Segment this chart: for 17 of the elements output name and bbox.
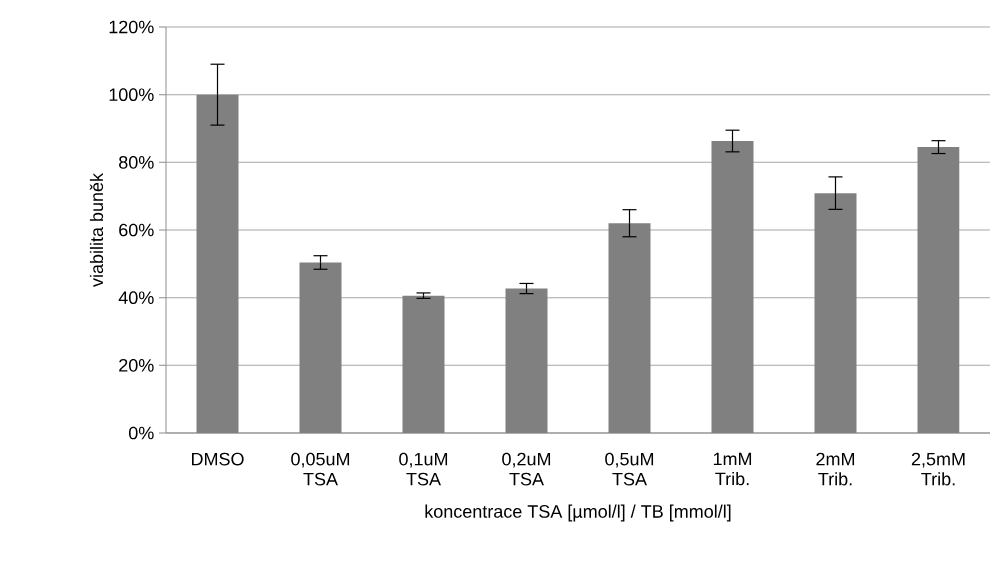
- x-tick-label: 1mM Trib.: [713, 452, 752, 486]
- x-tick-label: 0,2uM TSA: [502, 452, 551, 486]
- y-tick-label: 0%: [128, 426, 154, 440]
- y-tick-label: 120%: [109, 20, 154, 34]
- y-tick-label: 20%: [119, 358, 154, 372]
- x-axis-title: koncentrace TSA [µmol/l] / TB [mmol/l]: [425, 504, 731, 522]
- y-tick-label: 60%: [119, 223, 154, 237]
- y-tick-label: 100%: [109, 88, 154, 102]
- x-tick-label: 0,1uM TSA: [399, 452, 448, 486]
- x-tick-label: 0,5uM TSA: [605, 452, 654, 486]
- x-tick-label: 2mM Trib.: [816, 452, 855, 486]
- y-tick-label: 80%: [119, 155, 154, 169]
- x-tick-label: 2,5mM Trib.: [911, 452, 965, 486]
- y-tick-label: 40%: [118, 291, 154, 305]
- x-tick-label: 0,05uM TSA: [291, 452, 350, 486]
- x-tick-label: DMSO: [191, 452, 244, 466]
- y-axis-title: viabilita buněk: [89, 172, 104, 287]
